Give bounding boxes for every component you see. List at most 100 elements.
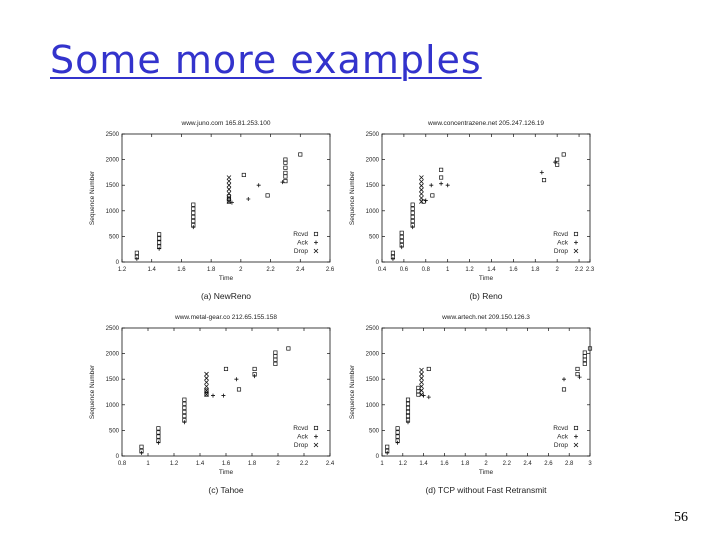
legend-marker xyxy=(313,231,319,237)
drop-point xyxy=(204,392,209,397)
rcvd-point xyxy=(223,366,229,372)
rcvd-point xyxy=(226,194,232,199)
legend-label: Rcvd xyxy=(293,425,308,432)
x-tick-label: 1.4 xyxy=(419,461,428,467)
y-tick-label: 500 xyxy=(369,428,380,434)
legend-marker xyxy=(313,248,319,254)
rcvd-point xyxy=(298,152,303,157)
rcvd-point xyxy=(395,430,400,435)
page-number: 56 xyxy=(674,510,688,525)
rcvd-point xyxy=(226,199,232,204)
y-tick-label: 500 xyxy=(369,234,380,240)
ack-point xyxy=(211,393,215,398)
y-tick-label: 1500 xyxy=(366,377,380,383)
rcvd-point xyxy=(575,372,580,377)
rcvd-point xyxy=(286,346,291,351)
rcvd-point xyxy=(191,202,196,207)
rcvd-point xyxy=(410,206,415,211)
rcvd-point xyxy=(204,392,209,397)
legend-marker xyxy=(574,434,578,439)
rcvd-point xyxy=(582,354,587,359)
rcvd-point xyxy=(399,234,404,239)
slide-title: Some more examples xyxy=(50,38,482,82)
x-tick-label: 1 xyxy=(146,461,150,467)
ack-point xyxy=(280,180,285,185)
rcvd-point xyxy=(265,193,270,198)
x-tick-label: 2.6 xyxy=(326,267,335,273)
y-tick-label: 2000 xyxy=(366,352,380,358)
rcvd-point xyxy=(252,366,257,372)
x-tick-label: 2 xyxy=(276,461,280,467)
y-tick-label: 1000 xyxy=(106,403,120,409)
ack-point xyxy=(426,395,431,400)
legend-label: Rcvd xyxy=(553,231,568,238)
drop-point xyxy=(226,195,232,200)
drop-point xyxy=(419,384,424,389)
y-tick-label: 2000 xyxy=(106,158,120,164)
rcvd-point xyxy=(156,434,161,439)
rcvd-point xyxy=(182,397,187,402)
ack-point xyxy=(406,420,410,425)
rcvd-point xyxy=(410,218,415,224)
rcvd-point xyxy=(241,172,246,178)
y-tick-label: 1500 xyxy=(106,377,120,383)
x-tick-label: 0.4 xyxy=(378,267,387,273)
rcvd-point xyxy=(182,414,187,419)
x-tick-label: 1.8 xyxy=(248,461,257,467)
rcvd-point xyxy=(439,167,444,172)
rcvd-point xyxy=(273,354,278,359)
x-tick-label: 0.8 xyxy=(422,267,431,273)
drop-point xyxy=(226,182,232,188)
ack-point xyxy=(139,450,144,455)
legend-label: Ack xyxy=(557,434,569,441)
x-tick-label: 2.4 xyxy=(296,267,305,273)
x-tick-label: 2.6 xyxy=(544,461,553,467)
plot-frame xyxy=(381,133,591,263)
y-axis-label: Sequence Number xyxy=(89,364,96,419)
drop-point xyxy=(419,187,424,193)
drop-point xyxy=(419,367,424,373)
y-tick-label: 1000 xyxy=(366,403,380,409)
drop-point xyxy=(204,388,209,393)
x-tick-label: 0.6 xyxy=(400,267,409,273)
rcvd-point xyxy=(157,236,162,241)
rcvd-point xyxy=(283,157,288,162)
drop-point xyxy=(226,187,232,192)
ack-point xyxy=(221,393,226,398)
legend-marker xyxy=(314,434,318,439)
x-tick-label: 1 xyxy=(446,267,450,273)
x-tick-label: 2.2 xyxy=(575,267,584,273)
rcvd-point xyxy=(582,357,587,362)
rcvd-point xyxy=(405,401,411,406)
drop-point xyxy=(419,392,424,397)
ack-point xyxy=(234,377,239,382)
chart-caption: (d) TCP without Fast Retransmit xyxy=(425,485,547,495)
x-tick-label: 1.8 xyxy=(461,461,470,467)
x-tick-label: 1.4 xyxy=(148,267,157,273)
rcvd-point xyxy=(582,350,587,355)
y-tick-label: 0 xyxy=(376,260,380,266)
x-tick-label: 2.3 xyxy=(586,267,595,273)
x-tick-label: 1.2 xyxy=(170,461,179,467)
legend-label: Rcvd xyxy=(293,231,308,238)
drop-point xyxy=(419,388,424,393)
y-tick-label: 2000 xyxy=(366,158,380,164)
x-tick-label: 1.8 xyxy=(207,267,216,273)
x-axis-label: Time xyxy=(479,469,494,476)
rcvd-point xyxy=(236,387,242,392)
x-tick-label: 1.6 xyxy=(509,267,518,273)
ack-point xyxy=(395,440,400,445)
rcvd-point xyxy=(182,401,187,406)
rcvd-point xyxy=(555,162,560,167)
legend-label: Drop xyxy=(554,442,568,449)
drop-point xyxy=(419,371,424,377)
legend-label: Ack xyxy=(557,240,569,247)
rcvd-point xyxy=(395,426,400,431)
y-tick-label: 2500 xyxy=(366,132,380,138)
ack-point xyxy=(429,183,434,188)
ack-point xyxy=(390,256,395,261)
drop-point xyxy=(419,191,424,197)
drop-point xyxy=(419,195,424,201)
x-axis-label: Time xyxy=(479,275,494,282)
x-tick-label: 2.2 xyxy=(266,267,275,273)
